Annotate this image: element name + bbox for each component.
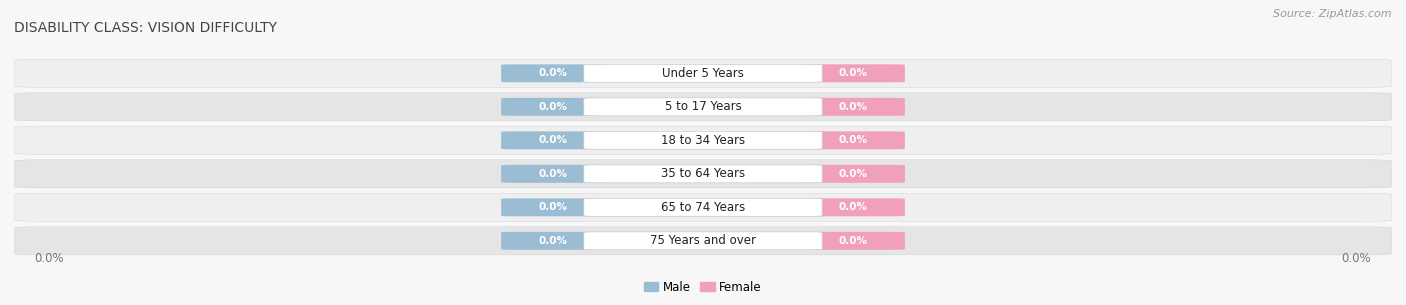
FancyBboxPatch shape xyxy=(583,64,823,82)
FancyBboxPatch shape xyxy=(501,232,605,250)
Text: 0.0%: 0.0% xyxy=(538,202,568,212)
FancyBboxPatch shape xyxy=(801,98,905,116)
Text: 0.0%: 0.0% xyxy=(538,169,568,179)
FancyBboxPatch shape xyxy=(583,98,823,116)
FancyBboxPatch shape xyxy=(501,98,605,116)
FancyBboxPatch shape xyxy=(501,131,605,149)
FancyBboxPatch shape xyxy=(801,64,905,82)
Text: Source: ZipAtlas.com: Source: ZipAtlas.com xyxy=(1274,9,1392,19)
Text: 0.0%: 0.0% xyxy=(538,102,568,112)
Text: 0.0%: 0.0% xyxy=(538,135,568,145)
FancyBboxPatch shape xyxy=(501,165,605,183)
FancyBboxPatch shape xyxy=(801,232,905,250)
FancyBboxPatch shape xyxy=(501,64,605,82)
Text: 35 to 64 Years: 35 to 64 Years xyxy=(661,167,745,180)
FancyBboxPatch shape xyxy=(583,131,823,149)
Text: 0.0%: 0.0% xyxy=(1341,252,1371,265)
Text: 0.0%: 0.0% xyxy=(838,102,868,112)
Text: 5 to 17 Years: 5 to 17 Years xyxy=(665,100,741,113)
FancyBboxPatch shape xyxy=(14,193,1392,221)
FancyBboxPatch shape xyxy=(14,160,1392,188)
Text: 0.0%: 0.0% xyxy=(538,236,568,246)
FancyBboxPatch shape xyxy=(801,165,905,183)
Text: 0.0%: 0.0% xyxy=(838,202,868,212)
FancyBboxPatch shape xyxy=(14,126,1392,154)
Text: 65 to 74 Years: 65 to 74 Years xyxy=(661,201,745,214)
FancyBboxPatch shape xyxy=(583,232,823,250)
Text: 0.0%: 0.0% xyxy=(838,236,868,246)
Text: 18 to 34 Years: 18 to 34 Years xyxy=(661,134,745,147)
FancyBboxPatch shape xyxy=(501,198,605,216)
FancyBboxPatch shape xyxy=(583,165,823,183)
FancyBboxPatch shape xyxy=(801,131,905,149)
Text: 0.0%: 0.0% xyxy=(538,68,568,78)
FancyBboxPatch shape xyxy=(14,93,1392,121)
Text: 0.0%: 0.0% xyxy=(35,252,65,265)
Text: 75 Years and over: 75 Years and over xyxy=(650,234,756,247)
FancyBboxPatch shape xyxy=(801,198,905,216)
FancyBboxPatch shape xyxy=(583,198,823,216)
Text: 0.0%: 0.0% xyxy=(838,68,868,78)
Text: DISABILITY CLASS: VISION DIFFICULTY: DISABILITY CLASS: VISION DIFFICULTY xyxy=(14,21,277,35)
FancyBboxPatch shape xyxy=(14,227,1392,255)
Text: 0.0%: 0.0% xyxy=(838,135,868,145)
Text: 0.0%: 0.0% xyxy=(838,169,868,179)
Legend: Male, Female: Male, Female xyxy=(640,276,766,298)
FancyBboxPatch shape xyxy=(14,59,1392,88)
Text: Under 5 Years: Under 5 Years xyxy=(662,67,744,80)
